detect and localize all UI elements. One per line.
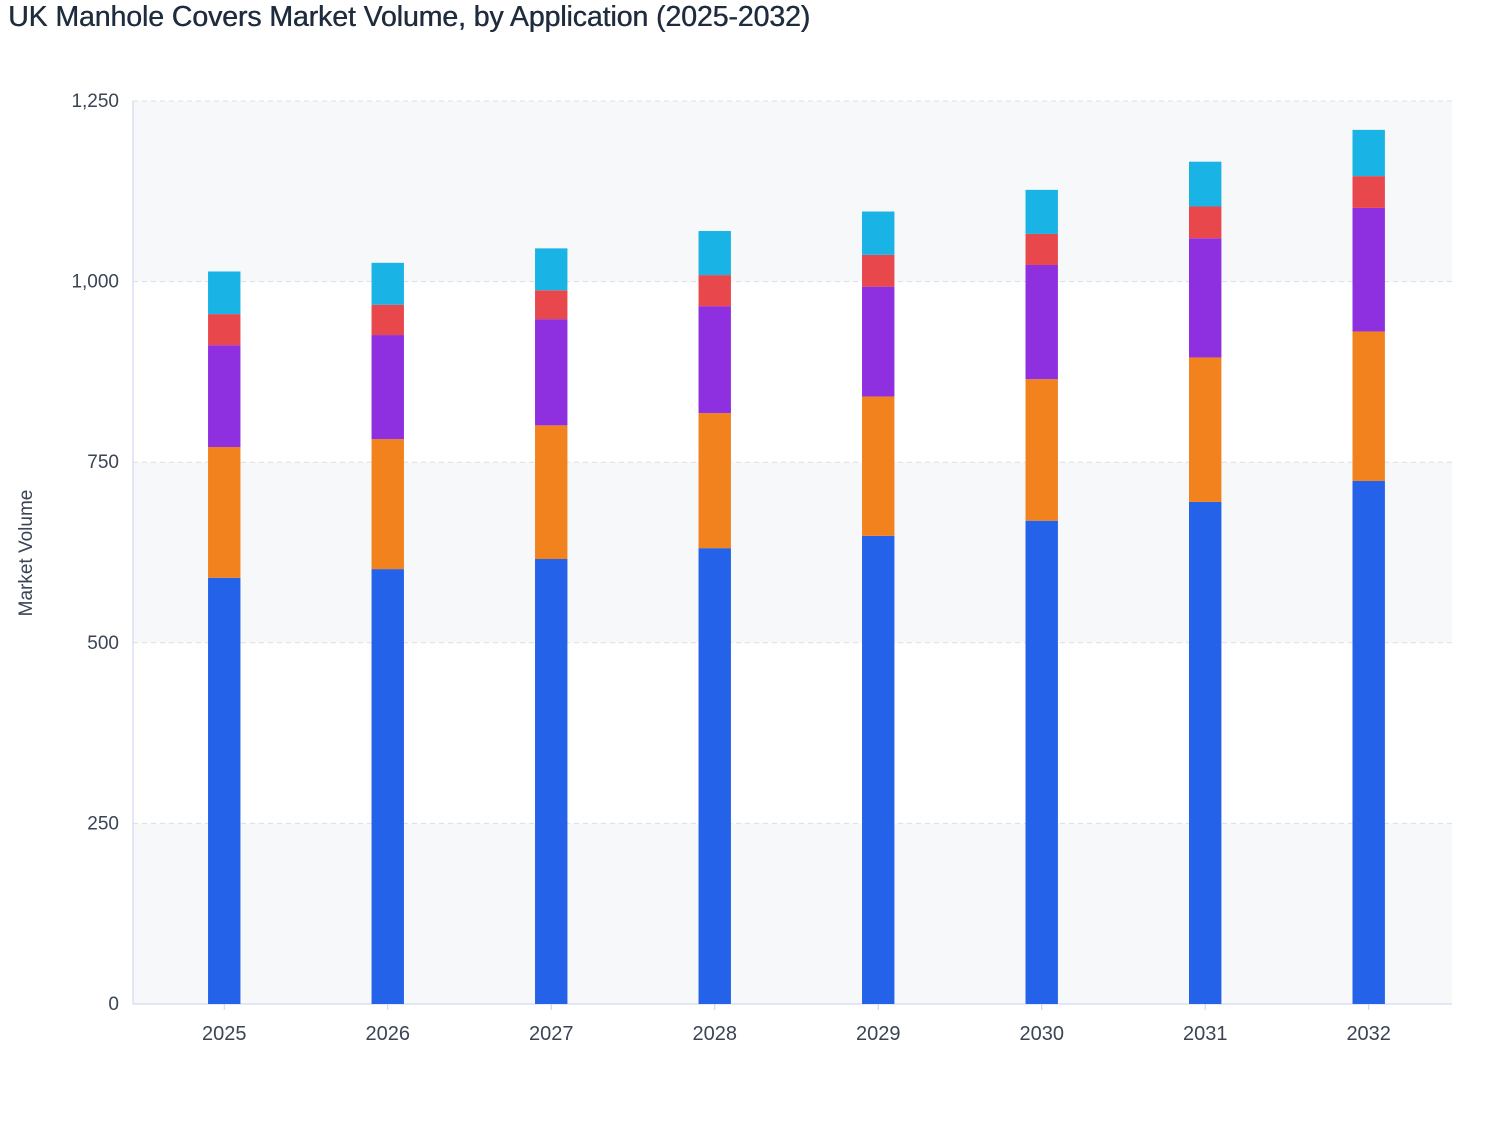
svg-text:2029: 2029 (856, 1023, 901, 1045)
svg-text:2030: 2030 (1019, 1023, 1064, 1045)
svg-text:500: 500 (87, 633, 119, 654)
svg-text:1,000: 1,000 (71, 272, 119, 293)
svg-text:2031: 2031 (1183, 1023, 1228, 1045)
svg-text:750: 750 (87, 452, 119, 473)
svg-text:2028: 2028 (692, 1023, 737, 1045)
svg-text:0: 0 (108, 994, 119, 1015)
svg-text:250: 250 (87, 813, 119, 834)
svg-text:2027: 2027 (529, 1023, 574, 1045)
svg-text:2032: 2032 (1346, 1023, 1391, 1045)
svg-text:2026: 2026 (365, 1023, 410, 1045)
svg-text:1,250: 1,250 (71, 91, 119, 112)
svg-text:2025: 2025 (202, 1023, 247, 1045)
